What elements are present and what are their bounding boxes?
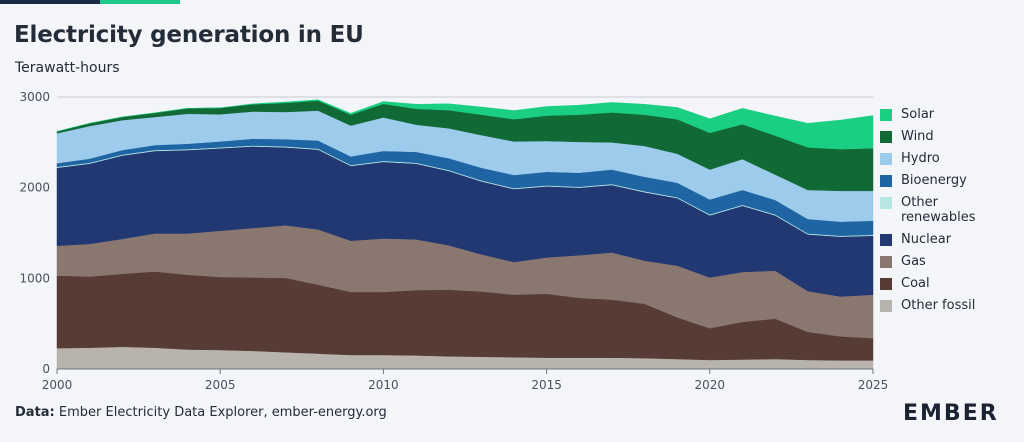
area-series-group [56, 99, 874, 370]
legend-swatch-wind [880, 131, 892, 143]
legend-item-coal: Coal [880, 276, 1020, 291]
legend-label-nuclear: Nuclear [901, 232, 952, 247]
legend-item-bioenergy: Bioenergy [880, 173, 1020, 188]
chart-subtitle: Terawatt-hours [15, 60, 120, 76]
axes: 0 1000 2000 3000 2000 2005 2010 2015 2020 2025 [19, 90, 888, 392]
y-tick-label-0: 0 [42, 362, 50, 376]
legend-item-wind: Wind [880, 129, 1020, 144]
legend-label-wind: Wind [901, 129, 934, 144]
legend-item-other-fossil: Other fossil [880, 298, 1020, 313]
legend-item-other-renewables: Other renewables [880, 195, 1020, 225]
legend-item-nuclear: Nuclear [880, 232, 1020, 247]
x-tick-label-2010: 2010 [368, 378, 399, 392]
x-tick-label-2015: 2015 [531, 378, 562, 392]
legend-label-coal: Coal [901, 276, 930, 291]
x-tick-label-2000: 2000 [42, 378, 73, 392]
legend-swatch-solar [880, 109, 892, 121]
y-tick-label-1000: 1000 [19, 271, 50, 285]
logo-text: EMBER [903, 401, 999, 426]
legend-label-other-fossil: Other fossil [901, 298, 976, 313]
x-tick-label-2005: 2005 [205, 378, 236, 392]
legend-swatch-other-renewables [880, 197, 892, 209]
legend-label-solar: Solar [901, 107, 935, 122]
legend-swatch-bioenergy [880, 175, 892, 187]
chart-title: Electricity generation in EU [14, 22, 364, 48]
ember-logo: EMBER [903, 401, 999, 426]
legend-swatch-other-fossil [880, 300, 892, 312]
legend-swatch-coal [880, 278, 892, 290]
legend-item-gas: Gas [880, 254, 1020, 269]
top-accent-green [100, 0, 180, 4]
source-label: Data: [15, 405, 55, 420]
legend-swatch-hydro [880, 153, 892, 165]
legend-label-gas: Gas [901, 254, 926, 269]
y-tick-label-3000: 3000 [19, 90, 50, 104]
legend-label-hydro: Hydro [901, 151, 940, 166]
source-text: Ember Electricity Data Explorer, ember-e… [58, 405, 387, 420]
legend-swatch-gas [880, 256, 892, 268]
x-tick-label-2025: 2025 [858, 378, 889, 392]
area-solar [56, 99, 874, 150]
top-accent-dark [0, 0, 100, 4]
legend-item-solar: Solar [880, 107, 1020, 122]
legend-label-bioenergy: Bioenergy [901, 173, 967, 188]
legend-item-hydro: Hydro [880, 151, 1020, 166]
legend-label-other-renewables: Other renewables [901, 195, 976, 225]
data-source-note: Data: Ember Electricity Data Explorer, e… [15, 405, 387, 420]
top-accent-bar [0, 0, 1024, 4]
legend: Solar Wind Hydro Bioenergy Other renewables N… [880, 107, 1020, 320]
y-tick-label-2000: 2000 [19, 181, 50, 195]
legend-swatch-nuclear [880, 234, 892, 246]
x-tick-label-2020: 2020 [695, 378, 726, 392]
